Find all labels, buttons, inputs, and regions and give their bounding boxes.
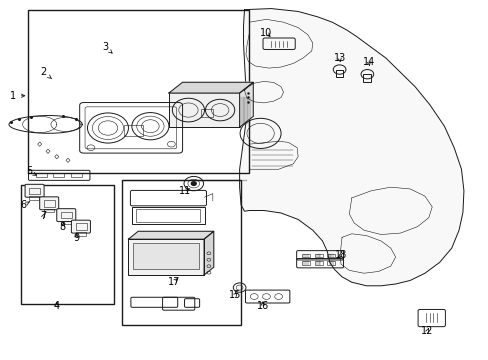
Bar (302, 253, 309, 257)
Text: 4: 4 (54, 301, 60, 311)
Bar (363, 74, 370, 82)
Text: 6: 6 (20, 200, 29, 210)
Polygon shape (239, 82, 253, 127)
Bar (133, 243, 199, 269)
Bar (36, 173, 46, 177)
FancyBboxPatch shape (25, 184, 44, 197)
Text: 15: 15 (228, 291, 241, 301)
Text: 12: 12 (420, 326, 433, 336)
Bar (61, 212, 72, 219)
Bar (53, 173, 64, 177)
Text: 14: 14 (362, 57, 374, 67)
Bar (44, 200, 55, 207)
Bar (29, 196, 39, 200)
Polygon shape (239, 9, 463, 286)
Text: 5: 5 (26, 166, 37, 176)
Bar (29, 188, 40, 194)
Bar (76, 224, 86, 230)
Bar (128, 239, 203, 275)
Text: 7: 7 (41, 211, 47, 221)
Bar (335, 69, 343, 77)
FancyBboxPatch shape (71, 220, 90, 233)
Text: 10: 10 (260, 28, 272, 38)
Bar (327, 253, 334, 257)
Bar (27, 10, 249, 173)
Bar (124, 125, 142, 136)
Polygon shape (203, 231, 213, 275)
Text: 16: 16 (256, 301, 268, 311)
Bar (314, 261, 322, 265)
Text: 8: 8 (60, 222, 65, 231)
Bar (136, 209, 199, 222)
Bar (132, 207, 204, 224)
FancyBboxPatch shape (57, 209, 76, 222)
Circle shape (191, 182, 196, 185)
Text: 13: 13 (333, 53, 345, 63)
Bar (200, 109, 212, 117)
Polygon shape (168, 82, 253, 93)
Text: 3: 3 (102, 42, 112, 53)
Text: 9: 9 (73, 233, 79, 243)
Bar (302, 261, 309, 265)
Text: 18: 18 (334, 250, 346, 260)
Bar (327, 261, 334, 265)
Text: 1: 1 (10, 91, 25, 101)
Text: 11: 11 (179, 186, 191, 197)
Bar (168, 93, 239, 127)
FancyBboxPatch shape (40, 197, 59, 210)
Bar (44, 209, 54, 212)
Text: 2: 2 (41, 67, 52, 79)
Bar (314, 253, 322, 257)
Text: 17: 17 (167, 277, 180, 287)
Bar (122, 180, 241, 325)
Bar (71, 173, 81, 177)
Bar (76, 232, 85, 235)
Polygon shape (128, 231, 213, 239)
Bar (61, 221, 71, 224)
Bar (21, 185, 114, 304)
